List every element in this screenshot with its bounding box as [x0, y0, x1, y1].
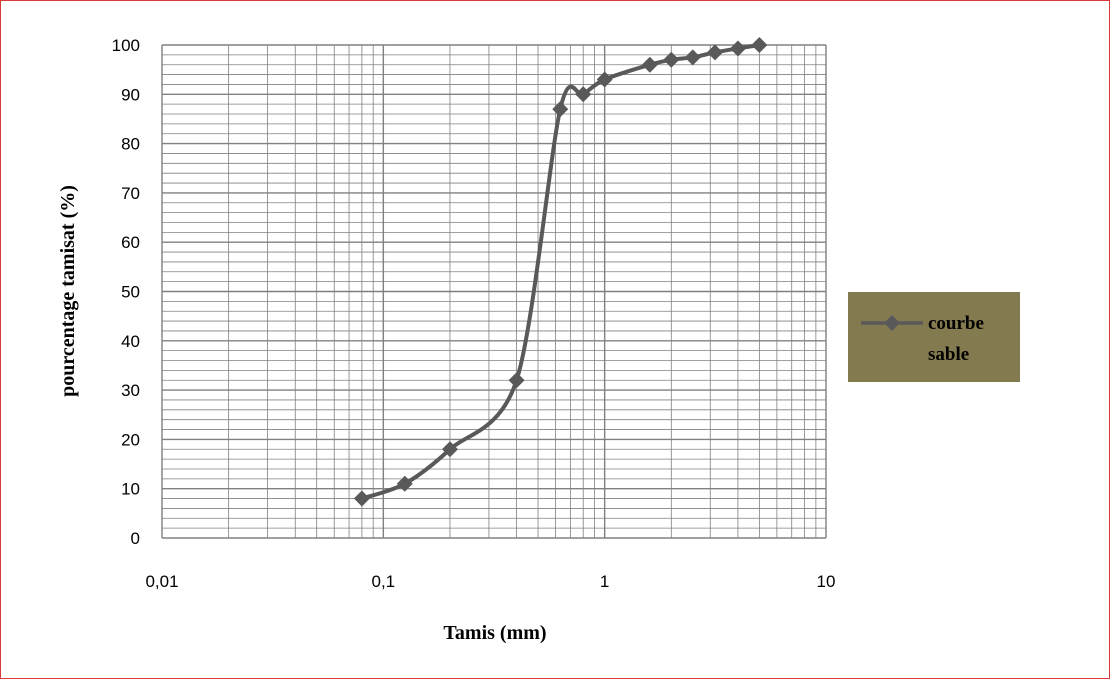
- x-axis-ticks: 0,01 0,1 1 10: [145, 572, 835, 591]
- data-point-diamond: [663, 51, 680, 68]
- x-tick-label: 1: [600, 572, 609, 591]
- y-tick-label: 30: [121, 381, 140, 400]
- y-tick-label: 80: [121, 135, 140, 154]
- y-axis-ticks: 0 10 20 30 40 50 60 70 80 90 100: [112, 36, 140, 548]
- y-tick-label: 90: [121, 85, 140, 104]
- legend-diamond-marker: [884, 315, 900, 331]
- legend-label-line1: courbe: [928, 313, 984, 334]
- y-tick-label: 60: [121, 233, 140, 252]
- y-axis-title: pourcentage tamisat (%): [57, 185, 79, 397]
- data-point-diamond: [729, 40, 746, 57]
- data-point-diamond: [575, 86, 592, 103]
- data-point-diamond: [641, 56, 658, 73]
- y-tick-label: 20: [121, 430, 140, 449]
- legend-box: [848, 292, 1020, 382]
- data-point-diamond: [684, 49, 701, 66]
- data-point-diamond: [353, 490, 370, 507]
- y-tick-label: 0: [131, 529, 140, 548]
- x-tick-label: 0,01: [145, 572, 178, 591]
- series-layer: [353, 37, 768, 507]
- y-tick-label: 70: [121, 184, 140, 203]
- grid-major: [161, 44, 827, 539]
- data-point-diamond: [441, 441, 458, 458]
- x-tick-label: 10: [817, 572, 836, 591]
- data-point-diamond: [596, 71, 613, 88]
- data-point-diamond: [396, 475, 413, 492]
- data-point-diamond: [706, 44, 723, 61]
- data-point-diamond: [552, 101, 569, 118]
- grid-minor: [162, 45, 826, 538]
- y-tick-label: 50: [121, 283, 140, 302]
- data-point-diamond: [751, 37, 768, 53]
- legend: courbe sable: [848, 292, 1020, 382]
- y-tick-label: 100: [112, 36, 140, 55]
- data-point-diamond: [508, 372, 525, 389]
- legend-label-line2: sable: [928, 344, 969, 365]
- x-tick-label: 0,1: [372, 572, 396, 591]
- y-tick-label: 40: [121, 332, 140, 351]
- x-axis-title: Tamis (mm): [443, 622, 546, 644]
- y-tick-label: 10: [121, 480, 140, 499]
